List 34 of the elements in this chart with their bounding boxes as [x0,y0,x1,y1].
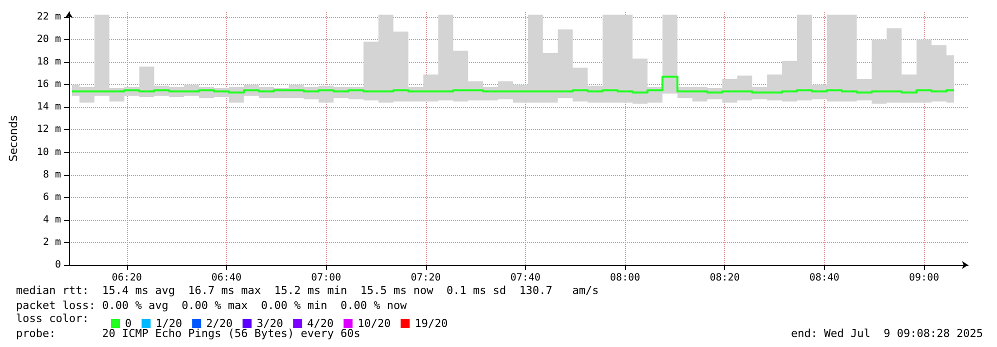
y-tick-label: 18 m [36,56,61,68]
y-axis-title: Seconds [7,115,20,162]
x-tick-label: 08:20 [710,272,740,284]
y-tick-label: 16 m [36,79,61,90]
y-tick-label: 4 m [42,214,61,226]
x-tick-label: 08:40 [809,272,840,284]
y-tick-label: 8 m [42,169,61,180]
y-tick-label: 12 m [36,124,61,136]
y-tick-label: 6 m [42,192,61,203]
legend-label: 1/20 [156,317,182,330]
text: packet loss: 0.00 % avg 0.00 % max 0.00 % min 0.00 % now [16,299,408,312]
legend-label: 4/20 [307,317,334,330]
text: probe: 20 ICMP Echo Pings (56 Bytes) every 60s [16,327,360,340]
y-tick-label: 14 m [36,102,61,113]
x-tick-label: 07:20 [410,272,441,284]
y-tick-label: 10 m [36,146,61,158]
y-tick-label: 22 m [36,11,61,22]
y-tick-label: 0 [54,260,61,270]
legend-label: 10/20 [358,317,391,330]
x-tick-label: 07:40 [510,272,540,284]
text: median rtt: 15.4 ms avg 16.7 ms max 15.2 ms min 15.5 ms now 0.1 ms sd 130.7 am/s [16,284,599,297]
y-tick-label: 20 m [36,34,61,46]
x-tick-label: 06:20 [112,272,142,284]
legend-label: 3/20 [256,317,284,330]
x-tick-label: 09:00 [908,272,940,284]
legend-label: 19/20 [414,317,448,330]
legend-label: 2/20 [206,317,233,330]
legend-label: 0 [125,317,132,330]
y-tick-label: 2 m [42,236,61,248]
x-tick-label: 07:00 [311,272,342,284]
x-tick-label: 08:00 [610,272,640,284]
x-tick-label: 06:40 [211,272,242,284]
text: end: Wed Jul 9 09:08:28 2025 [790,327,984,340]
legend-title: loss color: [16,312,89,325]
